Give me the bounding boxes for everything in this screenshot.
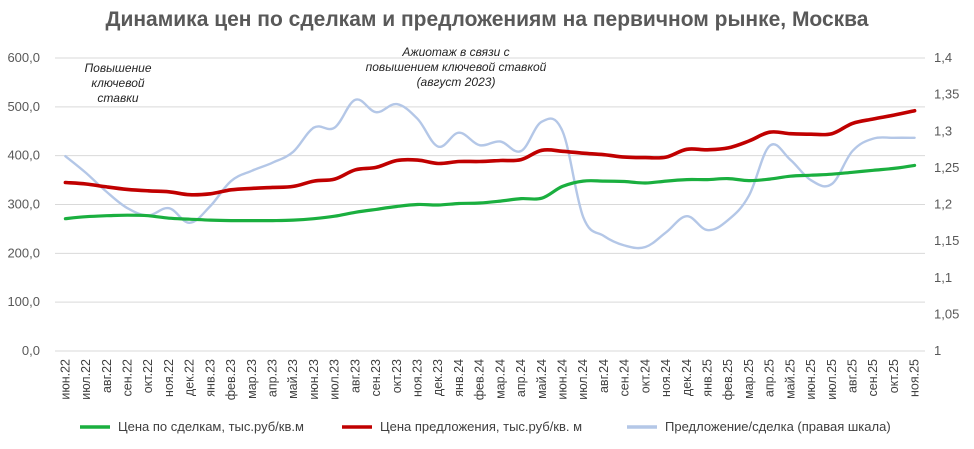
legend-label: Цена по сделкам, тыс.руб/кв.м <box>118 419 304 434</box>
annotation-text: (август 2023) <box>417 75 496 89</box>
series-line-2 <box>64 98 916 250</box>
x-tick-label: ноя.24 <box>659 359 673 397</box>
x-tick-label: май.24 <box>535 359 549 399</box>
x-tick-label: окт.25 <box>887 359 901 393</box>
x-tick-label: июл.22 <box>79 359 93 400</box>
x-tick-label: апр.24 <box>514 359 528 397</box>
legend: Цена по сделкам, тыс.руб/кв.м Цена предло… <box>80 419 891 434</box>
y2-tick-label: 1,2 <box>934 197 952 212</box>
x-tick-label: июл.24 <box>576 359 590 400</box>
x-tick-label: сен.25 <box>866 359 880 397</box>
y-tick-label: 400,0 <box>7 148 40 163</box>
y-tick-label: 300,0 <box>7 197 40 212</box>
x-tick-label: май.25 <box>783 359 797 399</box>
annotation-text: Ажиотаж в связи с <box>401 45 509 59</box>
y2-tick-label: 1,3 <box>934 123 952 138</box>
x-tick-label: дек.24 <box>680 359 694 396</box>
x-tick-label: июн.22 <box>58 359 72 400</box>
y-tick-label: 600,0 <box>7 50 40 65</box>
x-tick-label: апр.23 <box>266 359 280 397</box>
y2-tick-label: 1,15 <box>934 233 959 248</box>
x-tick-label: янв.24 <box>452 359 466 397</box>
y-tick-label: 200,0 <box>7 245 40 260</box>
annotation-text: повышением ключевой ставкой <box>366 60 547 74</box>
y2-tick-label: 1,1 <box>934 270 952 285</box>
annotation-text: ставки <box>97 91 138 105</box>
annotation-text: ключевой <box>91 76 144 90</box>
x-tick-label: фев.23 <box>224 359 238 400</box>
x-tick-label: мар.25 <box>742 359 756 399</box>
y2-tick-label: 1,25 <box>934 160 959 175</box>
x-tick-label: фев.24 <box>473 359 487 400</box>
legend-label: Цена предложения, тыс.руб/кв. м <box>380 419 582 434</box>
y-tick-label: 500,0 <box>7 99 40 114</box>
series-line-0 <box>63 163 917 223</box>
x-tick-label: авг.24 <box>597 359 611 393</box>
y-axis-right: 1 1,05 1,1 1,15 1,2 1,25 1,3 1,35 1,4 <box>934 50 959 358</box>
x-tick-label: мар.24 <box>493 359 507 399</box>
x-tick-label: дек.22 <box>183 359 197 396</box>
annotation-text: Повышение <box>84 61 151 75</box>
x-tick-label: янв.23 <box>203 359 217 397</box>
x-tick-label: авг.25 <box>846 359 860 393</box>
x-tick-label: авг.22 <box>100 359 114 393</box>
x-tick-label: июл.23 <box>328 359 342 400</box>
y2-tick-label: 1,35 <box>934 87 959 102</box>
x-tick-label: июн.23 <box>307 359 321 400</box>
x-tick-label: апр.25 <box>763 359 777 397</box>
gridlines <box>55 57 925 352</box>
x-tick-label: июн.25 <box>804 359 818 400</box>
x-tick-label: дек.23 <box>431 359 445 396</box>
x-tick-label: ноя.22 <box>162 359 176 397</box>
x-tick-label: сен.23 <box>369 359 383 397</box>
x-tick-label: сен.22 <box>121 359 135 397</box>
y2-tick-label: 1,4 <box>934 50 952 65</box>
x-tick-label: май.23 <box>286 359 300 399</box>
legend-label: Предложение/сделка (правая шкала) <box>665 419 891 434</box>
x-tick-label: июл.25 <box>825 359 839 400</box>
x-tick-label: мар.23 <box>245 359 259 399</box>
x-tick-label: окт.24 <box>638 359 652 393</box>
x-tick-label: окт.22 <box>141 359 155 393</box>
x-tick-label: сен.24 <box>618 359 632 397</box>
series-line-1 <box>63 108 917 197</box>
x-tick-label: окт.23 <box>390 359 404 393</box>
y-tick-label: 100,0 <box>7 294 40 309</box>
x-axis: июн.22 июл.22 авг.22 сен.22 окт.22 ноя.22 дек.… <box>58 359 921 400</box>
x-tick-label: ноя.23 <box>411 359 425 397</box>
y-tick-label: 0,0 <box>22 343 40 358</box>
y2-tick-label: 1 <box>934 343 941 358</box>
x-tick-label: фев.25 <box>721 359 735 400</box>
series-lines <box>63 98 917 250</box>
y-axis-left: 0,0 100,0 200,0 300,0 400,0 500,0 600,0 <box>7 50 40 358</box>
chart-title: Динамика цен по сделкам и предложениям н… <box>105 8 869 31</box>
x-tick-label: янв.25 <box>701 359 715 397</box>
x-tick-label: ноя.25 <box>908 359 922 397</box>
x-tick-label: авг.23 <box>348 359 362 393</box>
y2-tick-label: 1,05 <box>934 306 959 321</box>
x-tick-label: июн.24 <box>556 359 570 400</box>
